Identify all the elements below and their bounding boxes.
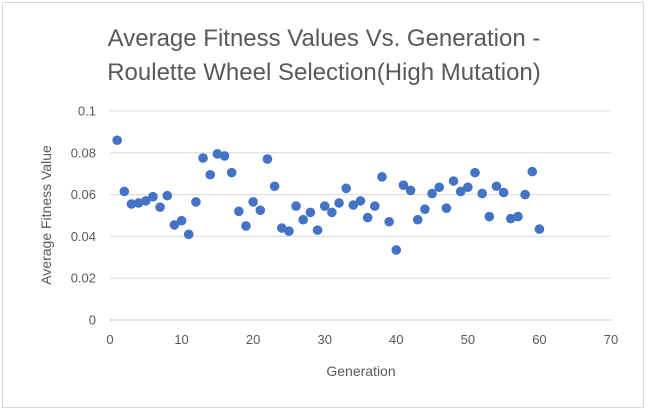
data-point xyxy=(226,167,237,178)
data-point xyxy=(148,191,158,202)
data-point xyxy=(319,201,330,211)
data-point xyxy=(269,181,280,192)
data-point xyxy=(255,205,266,216)
y-tick-labels: 0 0.02 0.04 0.06 0.08 0.1 xyxy=(71,104,96,328)
data-point xyxy=(334,198,344,208)
x-tick-label: 50 xyxy=(461,332,475,347)
data-point xyxy=(412,214,423,225)
data-point xyxy=(312,225,323,235)
data-point xyxy=(341,183,351,194)
data-point xyxy=(162,190,173,201)
data-point xyxy=(176,215,187,226)
data-point xyxy=(527,166,538,177)
data-point xyxy=(391,245,402,255)
data-point xyxy=(362,212,373,223)
gridlines xyxy=(110,110,611,279)
data-point xyxy=(284,226,294,236)
y-tick-label: 0.02 xyxy=(71,271,96,286)
data-point xyxy=(112,135,122,146)
x-tick-label: 40 xyxy=(389,332,403,347)
data-point xyxy=(140,196,151,206)
data-point xyxy=(234,206,244,217)
data-point xyxy=(291,201,301,211)
x-tick-labels: 0 10 20 30 40 50 60 70 xyxy=(106,332,618,347)
data-point xyxy=(520,189,530,200)
data-point xyxy=(513,211,523,222)
data-point xyxy=(126,199,137,209)
y-tick-label: 0 xyxy=(89,313,96,328)
data-point xyxy=(441,203,452,213)
data-point xyxy=(183,229,194,240)
data-point xyxy=(276,223,287,233)
data-point xyxy=(219,151,230,161)
x-tick-label: 70 xyxy=(604,332,618,347)
data-point xyxy=(484,211,495,222)
data-point xyxy=(348,200,359,210)
data-point xyxy=(205,169,215,180)
data-point xyxy=(248,197,258,207)
y-axis-label: Average Fitness Value xyxy=(38,145,54,285)
y-tick-label: 0.1 xyxy=(78,104,96,119)
data-point xyxy=(427,188,437,199)
data-point xyxy=(420,204,430,215)
data-point xyxy=(241,221,251,231)
data-point xyxy=(377,172,387,182)
x-tick-label: 60 xyxy=(532,332,546,347)
data-point xyxy=(470,167,480,178)
y-tick-label: 0.04 xyxy=(71,229,96,244)
data-point xyxy=(370,201,380,211)
data-point xyxy=(119,186,130,197)
chart-title-line-2: Roulette Wheel Selection(High Mutation) xyxy=(107,59,541,86)
data-point xyxy=(491,181,502,192)
data-point xyxy=(262,154,273,164)
data-point xyxy=(384,216,394,227)
data-point xyxy=(463,182,473,193)
x-tick-label: 10 xyxy=(174,332,188,347)
x-tick-label: 30 xyxy=(317,332,331,347)
data-point xyxy=(327,207,337,218)
data-point xyxy=(191,197,201,207)
data-point xyxy=(169,220,180,230)
y-tick-label: 0.08 xyxy=(71,145,96,160)
data-point xyxy=(477,188,487,199)
data-point xyxy=(398,180,409,190)
data-point xyxy=(355,196,366,206)
y-tick-label: 0.06 xyxy=(71,187,96,202)
data-point xyxy=(455,186,466,197)
x-tick-label: 20 xyxy=(246,332,260,347)
data-point xyxy=(198,153,208,163)
data-point xyxy=(448,176,459,186)
data-points xyxy=(112,135,545,255)
data-point xyxy=(298,214,309,225)
data-point xyxy=(434,182,445,193)
x-tick-label: 0 xyxy=(106,332,113,347)
data-point xyxy=(305,207,316,218)
data-point xyxy=(155,202,165,212)
chart-title-line-1: Average Fitness Values Vs. Generation - xyxy=(108,25,541,52)
data-point xyxy=(405,185,416,196)
data-point xyxy=(534,224,545,234)
data-point xyxy=(498,187,509,198)
x-axis-label: Generation xyxy=(326,363,395,379)
